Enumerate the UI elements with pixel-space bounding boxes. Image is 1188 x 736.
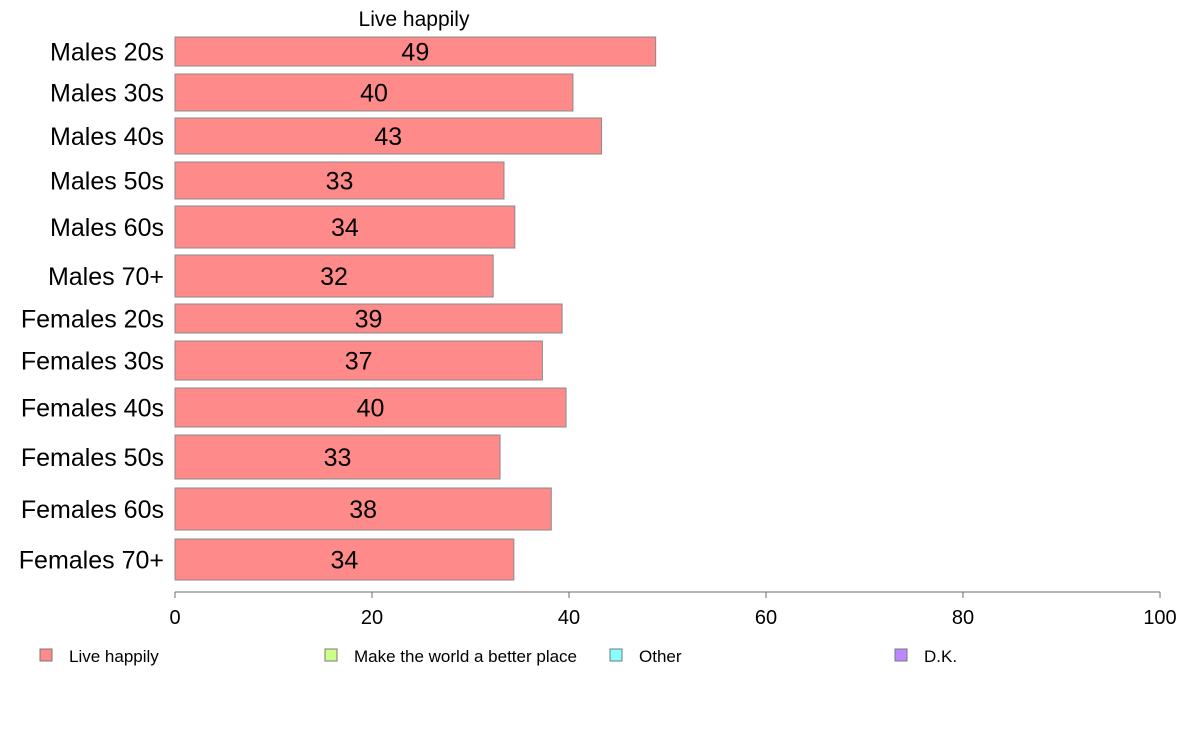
legend: Live happily Make the world a better plac…	[39, 647, 957, 666]
x-tick-label: 20	[361, 607, 383, 629]
bar-value-label: 37	[345, 348, 373, 376]
bar	[174, 538, 515, 581]
bars-group: 49 Males 20s 40 Males 30s 43 Males 40s 33 Males…	[19, 36, 657, 581]
category-label: Males 60s	[50, 214, 164, 242]
category-label: Males 30s	[50, 80, 164, 108]
bar-value-label: 39	[355, 306, 383, 334]
legend-swatch	[39, 648, 53, 662]
bar	[174, 254, 494, 298]
bar	[174, 117, 603, 155]
bar-value-label: 40	[357, 395, 385, 423]
bar	[174, 303, 563, 334]
bar-value-label: 33	[326, 168, 354, 196]
x-tick-label: 80	[952, 607, 974, 629]
category-label: Males 40s	[50, 123, 164, 151]
x-tick-label: 0	[169, 607, 180, 629]
bar-value-label: 34	[331, 214, 359, 242]
bar-value-label: 33	[324, 444, 352, 472]
x-tick-label: 60	[755, 607, 777, 629]
bar	[174, 73, 574, 112]
category-label: Males 50s	[50, 168, 164, 196]
x-tick-label: 40	[558, 607, 580, 629]
bar-value-label: 32	[320, 263, 348, 291]
bar	[174, 161, 505, 200]
category-label: Females 70+	[19, 547, 164, 575]
chart-title: Live happily	[359, 8, 470, 31]
category-label: Males 20s	[50, 39, 164, 67]
category-label: Females 50s	[21, 444, 164, 472]
x-axis: 0 20 40 60 80 100	[169, 591, 1177, 629]
legend-swatch	[894, 648, 908, 662]
bar	[174, 387, 567, 428]
category-label: Females 30s	[21, 348, 164, 376]
bar	[174, 434, 501, 480]
bar-value-label: 34	[331, 547, 359, 575]
x-tick-label: 100	[1143, 607, 1176, 629]
bar-value-label: 38	[349, 496, 377, 524]
legend-swatch	[609, 648, 623, 662]
bar	[174, 487, 552, 531]
bar	[174, 205, 516, 249]
category-label: Females 40s	[21, 395, 164, 423]
legend-label: Other	[639, 647, 682, 666]
bar	[174, 36, 657, 67]
legend-label: Make the world a better place	[354, 647, 577, 666]
legend-label: D.K.	[924, 647, 957, 666]
legend-swatch	[324, 648, 338, 662]
category-label: Females 20s	[21, 306, 164, 334]
bar	[174, 340, 543, 381]
bar-value-label: 40	[360, 80, 388, 108]
legend-label: Live happily	[69, 647, 159, 666]
bar-value-label: 49	[401, 39, 429, 67]
category-label: Males 70+	[48, 263, 164, 291]
bar-value-label: 43	[374, 123, 402, 151]
category-label: Females 60s	[21, 496, 164, 524]
